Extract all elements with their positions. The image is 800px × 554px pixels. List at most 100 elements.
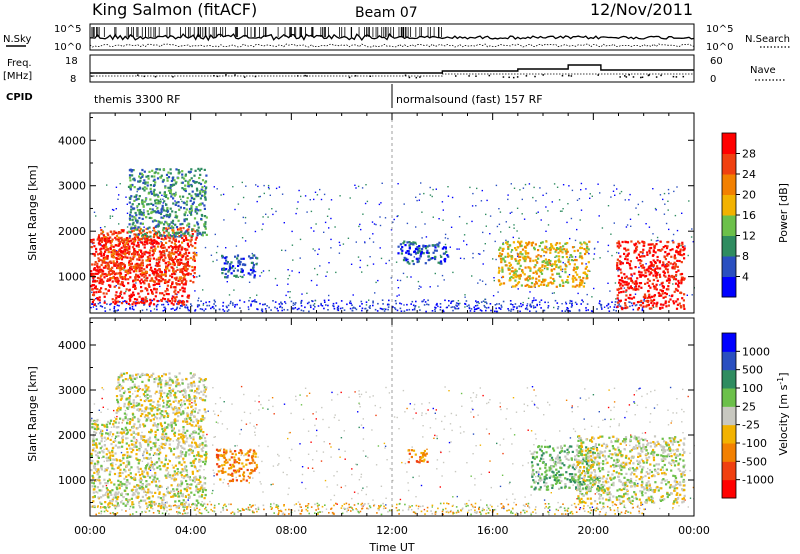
radar-cell: [412, 241, 415, 244]
radar-cell: [637, 288, 640, 291]
scatter-speck: [240, 454, 242, 456]
scatter-speck: [289, 431, 291, 434]
radar-cell: [647, 278, 650, 281]
scatter-speck: [259, 275, 261, 277]
scatter-speck: [393, 416, 396, 418]
scatter-speck: [681, 408, 683, 411]
radar-cell: [574, 285, 577, 288]
radar-cell: [153, 210, 156, 213]
scatter-speck: [180, 406, 182, 408]
scatter-speck: [290, 459, 292, 462]
radar-cell: [620, 287, 623, 290]
radar-cell: [403, 240, 406, 243]
radar-cell: [197, 194, 200, 198]
radar-cell: [412, 243, 415, 246]
radar-cell: [119, 231, 122, 234]
radar-cell: [132, 169, 135, 172]
radar-cell: [664, 295, 667, 298]
radar-cell: [184, 283, 187, 286]
ground-band-speck: [341, 307, 344, 309]
radar-cell: [111, 238, 114, 241]
scatter-speck: [397, 183, 399, 185]
radar-cell: [564, 271, 567, 274]
radar-cell: [92, 294, 96, 297]
radar-cell: [96, 288, 99, 291]
scatter-speck: [375, 464, 378, 466]
radar-cell: [539, 283, 542, 286]
ground-band-speck: [502, 300, 505, 303]
radar-cell: [159, 222, 162, 225]
scatter-speck: [616, 251, 618, 254]
radar-cell: [165, 292, 168, 296]
ground-band-speck: [547, 306, 549, 309]
ground-band-speck: [141, 309, 144, 312]
radar-cell: [172, 263, 175, 266]
radar-cell: [134, 268, 137, 271]
scatter-speck: [447, 186, 449, 188]
radar-cell: [193, 174, 196, 177]
radar-cell: [99, 268, 102, 271]
radar-cell: [152, 257, 155, 260]
radar-cell: [103, 239, 106, 242]
scatter-speck: [342, 243, 345, 245]
ground-band-speck: [439, 308, 442, 311]
freq-dot: [641, 76, 644, 79]
radar-cell: [554, 250, 557, 253]
ground-band-speck: [124, 300, 126, 302]
ground-band-speck: [162, 303, 165, 306]
ground-band-speck: [511, 512, 514, 514]
freq-dot: [488, 74, 491, 77]
scatter-speck: [395, 261, 398, 263]
radar-cell: [417, 260, 420, 263]
radar-cell: [587, 248, 590, 251]
radar-cell: [618, 242, 621, 245]
radar-cell: [167, 253, 170, 256]
radar-cell: [153, 175, 156, 178]
ground-band-speck: [158, 300, 160, 302]
radar-cell: [180, 280, 183, 283]
scatter-speck: [314, 249, 316, 252]
scatter-speck: [362, 450, 365, 452]
radar-cell: [199, 182, 203, 186]
radar-cell: [583, 248, 586, 251]
scatter-speck: [516, 207, 519, 209]
radar-cell: [638, 285, 641, 288]
scatter-speck: [654, 207, 657, 210]
radar-cell: [135, 228, 138, 231]
radar-cell: [138, 238, 141, 241]
scatter-speck: [592, 394, 595, 396]
scatter-speck: [485, 225, 487, 227]
radar-cell: [508, 272, 511, 275]
radar-cell: [130, 195, 133, 198]
scatter-speck: [533, 402, 535, 405]
ground-band-speck: [415, 300, 417, 303]
radar-cell: [634, 250, 637, 253]
ground-band-speck: [411, 309, 414, 311]
scatter-speck: [338, 448, 340, 451]
radar-cell: [136, 262, 139, 265]
radar-cell: [150, 238, 153, 241]
ground-band-speck: [565, 302, 568, 305]
radar-cell: [168, 223, 171, 226]
ground-band-speck: [253, 511, 255, 514]
radar-cell: [109, 284, 112, 287]
ground-band-speck: [619, 305, 621, 307]
radar-cell: [653, 245, 656, 248]
radar-cell: [143, 189, 146, 192]
radar-cell: [185, 263, 188, 266]
ground-band-speck: [264, 308, 267, 310]
radar-cell: [160, 275, 163, 278]
scatter-speck: [436, 459, 439, 461]
scatter-speck: [470, 475, 472, 477]
radar-cell: [411, 260, 414, 263]
radar-cell: [637, 240, 640, 243]
scatter-speck: [564, 263, 566, 265]
radar-cell: [136, 235, 139, 238]
radar-cell: [251, 271, 254, 274]
radar-cell: [143, 200, 146, 203]
scatter-speck: [289, 296, 291, 299]
scatter-speck: [120, 451, 123, 454]
radar-cell: [580, 246, 584, 250]
radar-cell: [616, 294, 619, 297]
radar-cell: [139, 222, 142, 225]
